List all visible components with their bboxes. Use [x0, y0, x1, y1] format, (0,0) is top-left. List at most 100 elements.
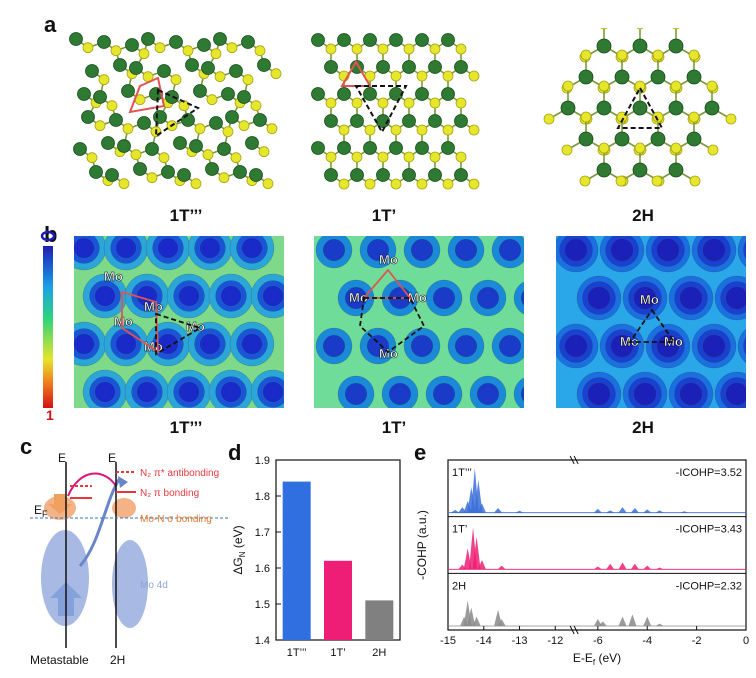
cohp-peak — [494, 508, 503, 513]
series-label: 1T’’’ — [452, 467, 472, 479]
mo-atom-label: Mo — [104, 269, 123, 284]
y-tick-label: 1.6 — [255, 563, 270, 575]
icohp-value: -ICOHP=3.52 — [676, 467, 742, 479]
bar-0 — [282, 481, 311, 640]
cohp-peak — [472, 536, 481, 570]
panel-label-d: d — [228, 440, 242, 465]
energy-axis-label-left: E — [58, 451, 66, 465]
level-mo-n-sigma: Mo-N σ bonding — [140, 514, 212, 525]
cohp-peak — [655, 510, 664, 513]
cohp-peak — [593, 619, 602, 626]
icohp-value: -ICOHP=3.43 — [676, 524, 742, 536]
axis-break-mark — [569, 625, 575, 635]
cohp-peak — [643, 616, 652, 626]
x-tick-label: -13 — [512, 635, 528, 647]
cohp-peak — [680, 511, 689, 513]
mo-atom-label: Mo — [408, 290, 427, 305]
x-label-2h: 2H — [110, 653, 125, 667]
y-axis-label: -COHP (a.u.) — [415, 510, 429, 580]
x-tick-label: 1T’’’ — [287, 647, 307, 659]
structure-2h — [543, 28, 737, 187]
structure-label-1t3: 1T’’’ — [169, 206, 203, 225]
mo-atom-label: Mo — [144, 299, 163, 314]
density-label-1t1: 1T’ — [381, 418, 407, 437]
cohp-peak — [497, 565, 506, 570]
mo-atom-label: Mo — [114, 314, 133, 329]
cohp-chart: 1T’’’ -ICOHP=3.52 1T’ -ICOHP=3.43 2H -ICOHP=2… — [415, 455, 749, 667]
bar-chart-delta-g: 1.4 1.5 1.6 1.7 1.8 1.9 1T’’’ 1T’ 2H ΔGN (eV) — [231, 455, 401, 659]
cohp-peak — [643, 565, 652, 570]
plot-frame — [447, 459, 747, 631]
panel-label-e: e — [414, 440, 427, 465]
cohp-peak — [467, 607, 476, 626]
axis-break-mark — [569, 455, 575, 465]
x-tick-label: -14 — [476, 635, 492, 647]
y-tick-label: 1.8 — [255, 491, 270, 503]
x-tick-label: -12 — [547, 635, 563, 647]
cohp-peak — [628, 614, 637, 626]
x-tick-label: -2 — [692, 635, 702, 647]
series-label: 2H — [452, 580, 466, 592]
structure-label-2h: 2H — [632, 206, 654, 225]
axis-break-mark — [573, 455, 579, 465]
bar-2 — [365, 600, 394, 640]
x-tick-label: 2H — [372, 647, 386, 659]
y-tick-label: 1.7 — [255, 527, 270, 539]
x-tick-label: 0 — [743, 635, 749, 647]
x-axis-label: E-Ef (eV) — [573, 651, 621, 667]
mo-atom-label: Mo — [664, 334, 683, 349]
x-tick-label: -15 — [440, 635, 456, 647]
cohp-peak — [618, 616, 627, 626]
cohp-peak — [593, 508, 602, 513]
orbital-diagram: E E EF N₂ π* antibonding N₂ π bonding Mo… — [30, 451, 230, 667]
series-label: 1T’ — [452, 524, 467, 536]
density-label-1t3: 1T’’’ — [169, 418, 203, 437]
cohp-peak — [618, 562, 627, 570]
panel-label-c: c — [20, 434, 33, 459]
cohp-peak — [497, 619, 506, 626]
cohp-peak — [630, 563, 639, 570]
structure-1t1 — [311, 33, 480, 190]
cohp-peak — [477, 503, 486, 513]
colorbar-min-label: 1 — [46, 407, 54, 422]
x-tick-label: -4 — [642, 635, 652, 647]
y-axis-label: ΔGN (eV) — [231, 525, 247, 574]
colorbar: 1 — [40, 230, 56, 422]
cohp-peak — [474, 480, 483, 513]
y-tick-label: 1.4 — [255, 635, 270, 647]
panel-label-a: a — [44, 12, 57, 37]
y-tick-label: 1.9 — [255, 455, 270, 467]
crystal-structures — [69, 28, 737, 190]
fermi-level-label: EF — [34, 503, 48, 519]
structure-label-1t1: 1T’ — [371, 206, 397, 225]
mo-atom-label: Mo — [379, 346, 398, 361]
structure-1t3 — [69, 32, 282, 190]
cohp-peak — [618, 507, 627, 513]
mo-atom-label: Mo — [640, 292, 659, 307]
cohp-peak — [606, 510, 615, 513]
x-label-metastable: Metastable — [30, 653, 89, 667]
colorbar-max-mark — [40, 230, 56, 242]
energy-axis-label-right: E — [108, 451, 116, 465]
cohp-peak — [630, 508, 639, 513]
cohp-peak — [606, 563, 615, 570]
mo-atom-label: Mo — [379, 252, 398, 267]
level-bonding: N₂ π bonding — [140, 488, 199, 499]
cohp-peak — [655, 623, 664, 626]
bar-1 — [324, 560, 352, 640]
density-label-2h: 2H — [632, 418, 654, 437]
level-mo-4d: Mo 4d — [140, 580, 168, 591]
axis-break-mark — [573, 625, 579, 635]
x-tick-label: -6 — [593, 635, 603, 647]
cohp-peak — [655, 567, 664, 570]
level-antibonding: N₂ π* antibonding — [140, 468, 219, 479]
cohp-peak — [515, 510, 524, 513]
cohp-peak — [451, 509, 460, 513]
icohp-value: -ICOHP=2.32 — [676, 580, 742, 592]
cohp-peak — [477, 560, 486, 570]
x-tick-label: 1T’ — [330, 647, 345, 659]
